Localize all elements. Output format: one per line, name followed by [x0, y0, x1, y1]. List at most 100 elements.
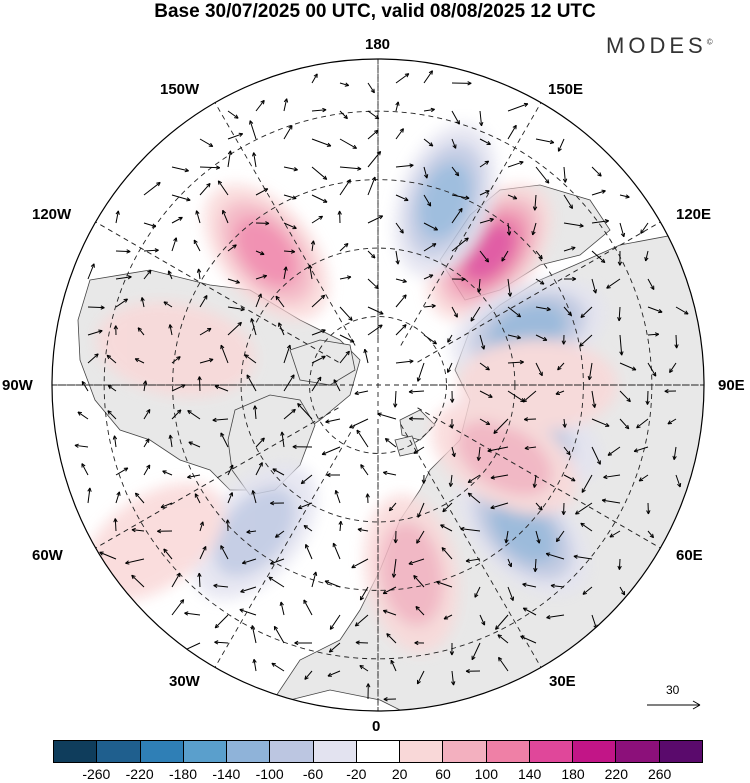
wind-vector [619, 586, 626, 596]
wind-vector [283, 98, 289, 112]
wind-vector [311, 107, 327, 113]
wind-vector [423, 166, 429, 179]
wind-vector [220, 344, 229, 364]
wind-vector [645, 390, 650, 405]
wind-vector [523, 417, 537, 422]
wind-vector [283, 222, 297, 230]
colorbar-swatch [269, 741, 313, 762]
wind-vector [143, 438, 150, 448]
wind-vector [451, 446, 456, 458]
wind-vector [77, 411, 89, 420]
wind-vector [507, 278, 513, 297]
colorbar-tick-label: -180 [168, 766, 198, 782]
wind-vector [171, 237, 178, 252]
wind-vector [675, 306, 689, 315]
wind-vector [212, 417, 229, 423]
wind-vector [115, 298, 128, 308]
wind-vector [423, 243, 437, 252]
wind-vector [507, 194, 518, 200]
wind-vector [479, 138, 491, 145]
wind-vector [367, 278, 379, 290]
colorbar-tick-label: 100 [474, 766, 499, 782]
wind-vector [137, 327, 145, 336]
wind-vector [303, 524, 313, 532]
wind-vector [367, 306, 384, 315]
wind-vector [382, 470, 397, 476]
wind-vector [390, 659, 397, 672]
wind-vector [311, 166, 328, 180]
wind-vector [382, 609, 397, 616]
wind-vector [332, 542, 341, 560]
wind-vector [339, 179, 351, 196]
wind-vector [366, 683, 371, 700]
wind-vector [329, 614, 341, 630]
wind-vector [490, 502, 509, 510]
wind-vector [591, 166, 602, 177]
wind-vector [409, 416, 425, 421]
anomaly-contour [83, 482, 225, 602]
wind-vector [465, 558, 481, 563]
wind-vector [423, 107, 435, 113]
wind-vector [171, 599, 185, 616]
wind-vector [395, 163, 414, 168]
wind-vector [255, 293, 262, 308]
wind-vector [283, 266, 288, 280]
wind-vector [382, 586, 397, 595]
wind-vector [359, 586, 369, 601]
arctic-islands-2 [399, 409, 436, 441]
wind-vector [395, 73, 410, 84]
wind-vector [270, 501, 285, 506]
wind-vector [507, 360, 524, 365]
wind-vector [283, 344, 292, 364]
wind-vector [283, 249, 296, 254]
wind-vector [360, 464, 369, 476]
wind-vector [351, 558, 369, 569]
wind-vector [241, 558, 257, 565]
lon-label-60w: 60W [32, 547, 63, 564]
lon-label-30e: 30E [549, 673, 576, 690]
wind-vector [423, 222, 439, 231]
wind-vector [535, 278, 545, 285]
wind-vector [143, 464, 151, 476]
wind-vector [640, 222, 649, 234]
wind-vector [675, 474, 682, 488]
wind-vector [300, 474, 313, 485]
wind-vector [423, 334, 437, 345]
wind-vector [227, 492, 234, 504]
wind-vector [647, 530, 655, 539]
wind-vector [354, 614, 369, 627]
wind-vector [557, 138, 565, 152]
wind-vector [451, 276, 466, 282]
colorbar-swatch [399, 741, 443, 762]
wind-vector [674, 334, 679, 349]
wind-vector [188, 441, 201, 448]
wind-vector [339, 242, 349, 252]
wind-vector [160, 502, 173, 509]
wind-vector [591, 219, 609, 224]
colorbar-swatch [139, 741, 183, 762]
wind-vector [591, 418, 610, 427]
lon-label-150e: 150E [548, 81, 584, 98]
wind-vector [563, 446, 571, 456]
wind-vector [451, 194, 470, 200]
wind-vector [194, 493, 201, 504]
colorbar-tick-label: -140 [212, 766, 241, 782]
wind-vector [377, 412, 397, 420]
wind-vector [311, 571, 318, 588]
colorbar-tick-label: -220 [125, 766, 154, 782]
wind-vector [493, 418, 509, 434]
wind-vector [507, 102, 529, 112]
colorbar-tick-label: 140 [517, 766, 542, 782]
wind-vector [213, 583, 229, 589]
wind-vector [587, 362, 593, 381]
wind-vector [106, 354, 117, 364]
wind-vector [214, 640, 229, 645]
wind-vector [563, 222, 584, 228]
wind-vector [497, 634, 509, 644]
wind-vector [171, 356, 181, 364]
wind-vector [617, 306, 622, 322]
wind-vector [363, 348, 369, 364]
wind-vector [255, 437, 265, 448]
wind-vector [81, 380, 89, 392]
graticule [52, 59, 704, 711]
